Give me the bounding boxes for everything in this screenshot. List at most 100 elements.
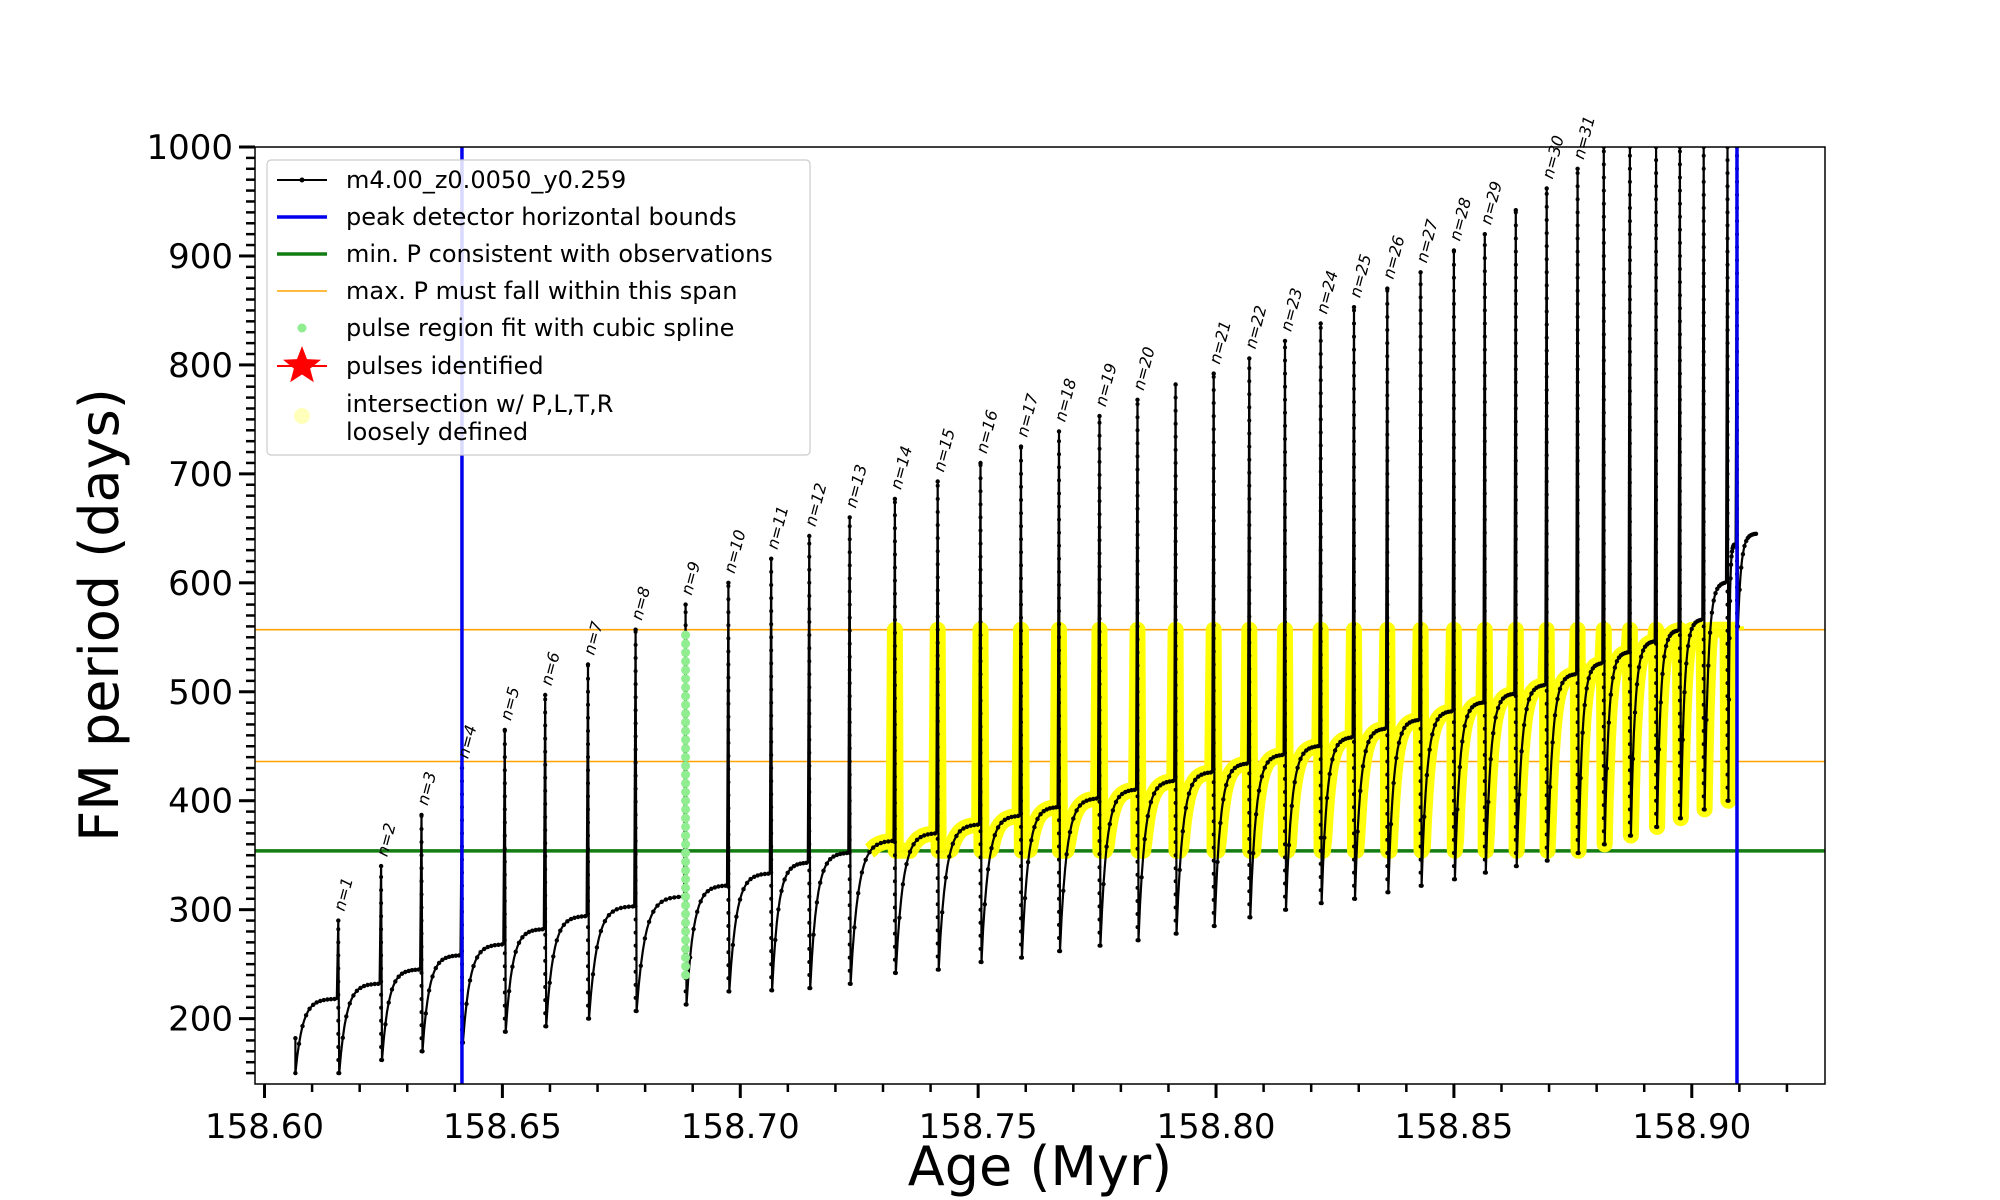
spike-point [1385,641,1390,646]
spike-point [935,575,940,580]
spike-point [847,942,852,947]
spike-point [1677,502,1682,507]
spike-point [633,917,638,922]
spike-point [1677,659,1682,664]
spike-point [1575,746,1580,751]
track-point [482,946,487,952]
spike-point [1482,386,1487,391]
track-point [1110,808,1116,813]
spike-point [543,867,548,872]
spike-point [1211,597,1216,602]
spike-point [1057,805,1061,810]
spike-point [1019,498,1023,502]
spike-point [1057,478,1061,483]
spike-point [1654,707,1659,712]
spike-point [1352,478,1356,483]
track-point [886,839,891,844]
spike-point [726,858,731,863]
spike-point [1725,380,1730,385]
spike-point [1725,484,1730,489]
spike-point [1247,640,1252,645]
track-point [1295,765,1300,770]
spike-point [379,966,384,971]
spike-point [586,846,590,851]
spike-point [1677,437,1682,441]
track-point [1382,726,1387,731]
track-point [1348,735,1354,740]
track-point [1682,690,1687,695]
spike-point [1247,601,1252,606]
spike-point [892,905,897,910]
spike-point [1575,328,1580,332]
spike-point [1654,275,1659,280]
spike-point [1575,288,1580,293]
track-point [932,831,938,836]
spike-point [1418,831,1423,836]
spike-point [1318,574,1323,579]
spike-point [633,852,638,857]
spike-point [586,964,590,969]
track-point [321,997,326,1003]
spike-point [1544,662,1549,667]
spike-point [1601,554,1606,559]
spike-point [1385,419,1390,424]
spike-point [379,875,384,879]
spike-point [1725,171,1730,176]
spike-point [1019,746,1023,751]
spike-point [1247,706,1252,711]
spline-point [681,892,691,902]
spike-point [892,539,897,544]
spike-point [1575,694,1580,699]
spike-point [978,580,983,585]
spike-point [1677,803,1682,808]
spike-point [1173,604,1178,609]
spike-point [1352,426,1356,431]
spike-point [1247,418,1252,423]
spike-point [726,636,731,641]
track-point [821,868,826,873]
spike-point [1544,649,1549,654]
spike-point [1318,639,1323,644]
spike-point [1352,373,1356,378]
spike-point [1575,628,1580,633]
spike-point [1385,288,1390,293]
spike-point [892,709,897,714]
spline-point [681,909,691,919]
spike-point [1701,768,1706,773]
spike-point [1057,700,1061,705]
track-point [413,967,418,972]
spike-point [1352,805,1356,810]
track-point [1394,755,1399,761]
spike-point [1451,877,1456,882]
spike-point [1135,912,1140,916]
spike-point [892,565,897,570]
pulse-label: n=27 [1412,216,1442,264]
spike-point [543,985,548,989]
reference-lines [255,628,1825,853]
spike-point [1247,693,1252,697]
spike-point [1513,393,1518,398]
spike-point [1211,871,1216,876]
spike-point [1173,382,1178,387]
spike-point [1173,657,1178,662]
spike-point [1544,845,1549,850]
spike-point [586,768,590,773]
spike-point [1451,589,1456,594]
track-point [1113,799,1119,805]
spike-point [1544,492,1549,497]
spike-point [1097,682,1102,687]
spike-point [1318,901,1323,906]
spike-point [1135,572,1140,577]
spike-point [1057,439,1061,444]
track-point [702,892,707,898]
track-point [1368,734,1374,739]
spike-point [1019,458,1023,463]
spike-point [1247,771,1252,776]
spike-point [1173,774,1178,779]
spike-point [935,902,940,907]
spike-point [1601,502,1606,507]
spike-point [1451,354,1456,359]
spike-point [1677,750,1682,755]
spike-point [1575,589,1580,594]
spike-point [1677,149,1682,154]
